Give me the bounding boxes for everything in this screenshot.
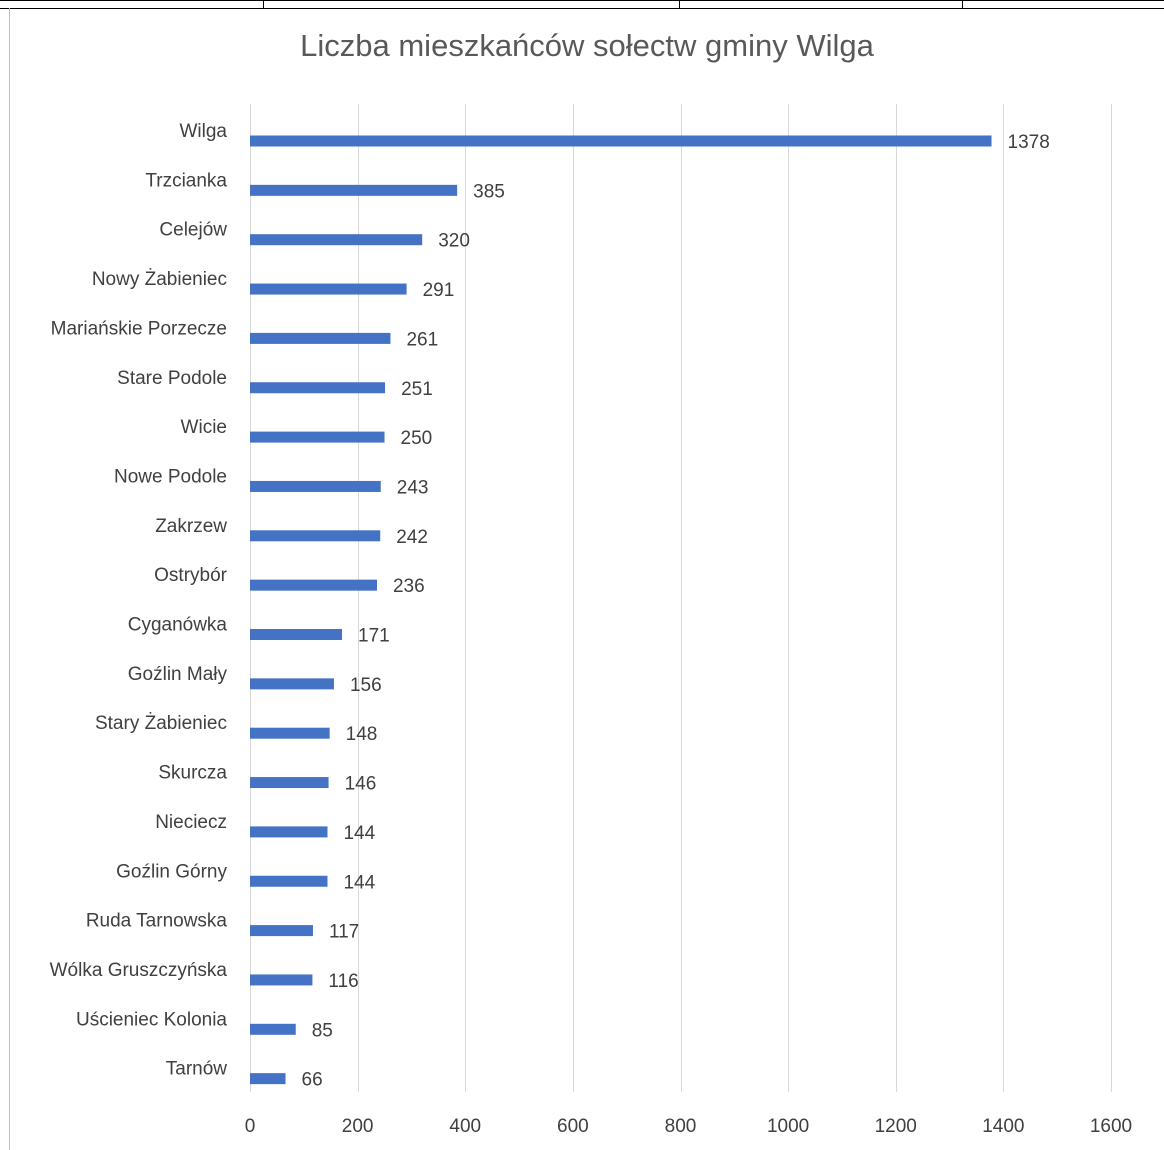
x-tick-label: 0 bbox=[245, 1116, 256, 1137]
category-label: Goźlin Górny bbox=[116, 861, 227, 882]
category-label: Nieciecz bbox=[155, 812, 227, 833]
x-tick-label: 1600 bbox=[1090, 1116, 1132, 1137]
bar bbox=[250, 283, 407, 295]
bar bbox=[250, 431, 385, 443]
page-top-border bbox=[0, 0, 1164, 1]
bar bbox=[250, 875, 328, 887]
category-label: Skurcza bbox=[158, 763, 227, 784]
bar bbox=[250, 727, 330, 739]
bar bbox=[250, 480, 381, 492]
x-tick-label: 600 bbox=[557, 1116, 589, 1137]
chart-title: Liczba mieszkańców sołectw gminy Wilga bbox=[300, 28, 874, 63]
bar bbox=[250, 629, 343, 640]
data-label: 385 bbox=[473, 181, 505, 202]
data-label: 148 bbox=[346, 724, 378, 745]
table-stub-line bbox=[0, 8, 1164, 9]
data-label: 144 bbox=[343, 823, 375, 844]
table-stub-divider bbox=[679, 0, 680, 9]
data-label: 250 bbox=[401, 428, 433, 449]
data-label: 1378 bbox=[1008, 132, 1050, 153]
bar bbox=[250, 382, 386, 394]
category-label: Wicie bbox=[181, 417, 227, 438]
bar bbox=[250, 826, 328, 838]
bar bbox=[250, 579, 377, 591]
data-label: 117 bbox=[329, 922, 359, 943]
category-label: Stary Żabieniec bbox=[95, 713, 227, 734]
category-label: Stare Podole bbox=[117, 368, 227, 389]
data-label: 116 bbox=[328, 971, 358, 992]
category-label: Trzcianka bbox=[145, 170, 227, 191]
data-label: 251 bbox=[401, 379, 433, 400]
data-label: 85 bbox=[312, 1020, 333, 1041]
bar bbox=[250, 135, 992, 147]
x-axis-tick-labels: 0 200 400 600 800 1000 1200 1400 1600 bbox=[245, 1116, 1132, 1137]
data-label: 146 bbox=[345, 774, 377, 795]
category-label: Nowy Żabieniec bbox=[92, 269, 227, 290]
table-stub-divider bbox=[263, 0, 264, 9]
data-label: 242 bbox=[396, 527, 428, 548]
data-label: 144 bbox=[343, 872, 375, 893]
bar bbox=[250, 332, 391, 344]
bar bbox=[250, 678, 334, 690]
bar bbox=[250, 777, 329, 789]
bars bbox=[250, 135, 992, 1085]
x-tick-label: 200 bbox=[342, 1116, 374, 1137]
x-tick-label: 800 bbox=[665, 1116, 697, 1137]
gridlines bbox=[250, 104, 1112, 1092]
category-label: Uścieniec Kolonia bbox=[76, 1009, 227, 1030]
data-label: 243 bbox=[397, 477, 429, 498]
x-tick-label: 400 bbox=[449, 1116, 481, 1137]
category-label: Wólka Gruszczyńska bbox=[50, 960, 228, 981]
bar bbox=[250, 925, 313, 937]
x-tick-label: 1200 bbox=[875, 1116, 917, 1137]
bar bbox=[250, 1073, 286, 1085]
data-labels: 1378 385 320 291 261 251 250 243 242 236 171 156 148… bbox=[302, 132, 1050, 1091]
category-labels: Wilga Trzcianka Celejów Nowy Żabieniec Maria… bbox=[50, 121, 228, 1080]
x-tick-label: 1000 bbox=[767, 1116, 809, 1137]
bar bbox=[250, 234, 423, 246]
category-label: Cyganówka bbox=[128, 615, 228, 636]
category-label: Tarnów bbox=[166, 1059, 228, 1080]
data-label: 236 bbox=[393, 576, 425, 597]
data-label: 320 bbox=[438, 231, 470, 252]
category-label: Mariańskie Porzecze bbox=[51, 318, 227, 339]
bar bbox=[250, 1023, 296, 1035]
data-label: 156 bbox=[350, 675, 382, 696]
x-tick-label: 1400 bbox=[982, 1116, 1024, 1137]
table-stub-divider bbox=[962, 0, 963, 9]
category-label: Wilga bbox=[179, 121, 227, 142]
category-label: Zakrzew bbox=[155, 516, 227, 537]
data-label: 171 bbox=[358, 626, 390, 647]
data-label: 291 bbox=[423, 280, 455, 301]
bar bbox=[250, 184, 458, 196]
chart-area-left-border bbox=[9, 8, 10, 1150]
category-label: Nowe Podole bbox=[114, 466, 227, 487]
data-label: 261 bbox=[406, 329, 438, 350]
bar bbox=[250, 530, 381, 542]
category-label: Ruda Tarnowska bbox=[86, 911, 228, 932]
category-label: Ostrybór bbox=[154, 565, 228, 586]
bar bbox=[250, 974, 313, 986]
category-label: Goźlin Mały bbox=[128, 664, 228, 685]
category-label: Celejów bbox=[159, 220, 227, 241]
data-label: 66 bbox=[302, 1070, 323, 1091]
